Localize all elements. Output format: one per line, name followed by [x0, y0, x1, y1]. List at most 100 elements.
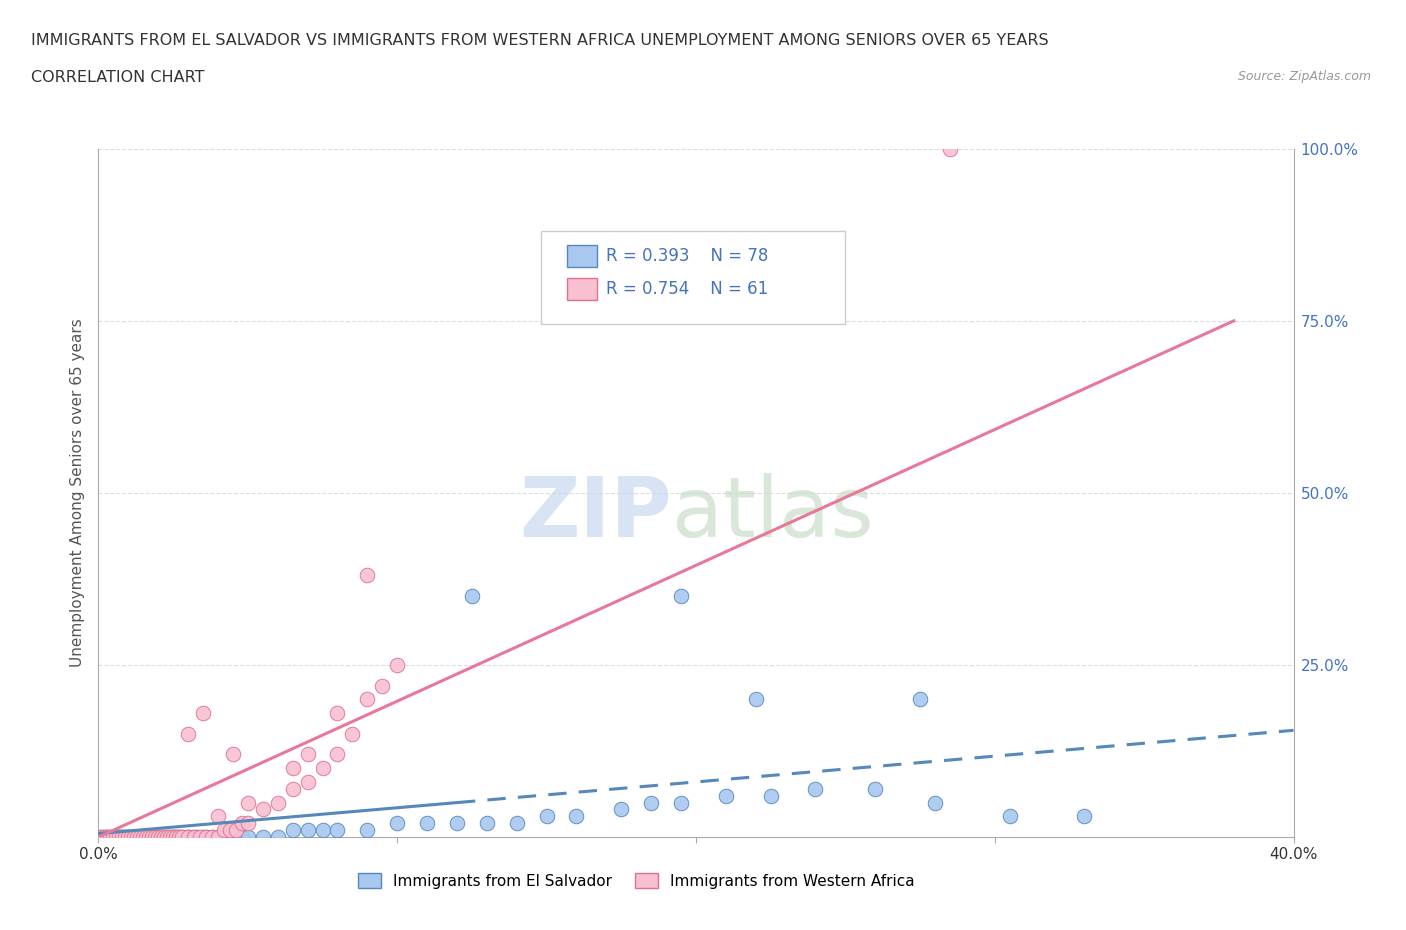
- Point: [195, 830, 218, 844]
- Text: ZIP: ZIP: [520, 473, 672, 554]
- Point: [120, 830, 142, 844]
- Point: [219, 823, 242, 838]
- Point: [103, 830, 125, 844]
- Point: [108, 830, 131, 844]
- Point: [195, 830, 218, 844]
- Point: [326, 747, 349, 762]
- Point: [165, 830, 187, 844]
- Point: [108, 830, 131, 844]
- Point: [111, 830, 134, 844]
- Point: [506, 816, 529, 830]
- Point: [745, 692, 768, 707]
- Point: [162, 830, 184, 844]
- Point: [148, 830, 170, 844]
- Point: [150, 830, 173, 844]
- Point: [236, 795, 259, 810]
- Point: [236, 830, 259, 844]
- Point: [281, 781, 304, 796]
- Point: [90, 830, 112, 844]
- Point: [267, 830, 290, 844]
- Point: [117, 830, 139, 844]
- Point: [998, 809, 1021, 824]
- Point: [222, 830, 245, 844]
- Point: [105, 830, 128, 844]
- Point: [267, 795, 290, 810]
- Text: Source: ZipAtlas.com: Source: ZipAtlas.com: [1237, 70, 1371, 83]
- Point: [132, 830, 155, 844]
- Point: [222, 747, 245, 762]
- Point: [103, 830, 125, 844]
- Point: [281, 823, 304, 838]
- Point: [159, 830, 181, 844]
- Point: [153, 830, 176, 844]
- Point: [385, 658, 409, 672]
- Text: CORRELATION CHART: CORRELATION CHART: [31, 70, 204, 85]
- Point: [159, 830, 181, 844]
- Text: atlas: atlas: [672, 473, 873, 554]
- Point: [475, 816, 498, 830]
- Point: [446, 816, 468, 830]
- Point: [127, 830, 149, 844]
- Point: [135, 830, 157, 844]
- Point: [165, 830, 187, 844]
- Point: [297, 775, 319, 790]
- Point: [143, 830, 166, 844]
- Point: [148, 830, 170, 844]
- Point: [669, 795, 692, 810]
- Point: [385, 816, 409, 830]
- Point: [156, 830, 179, 844]
- Point: [141, 830, 163, 844]
- Text: IMMIGRANTS FROM EL SALVADOR VS IMMIGRANTS FROM WESTERN AFRICA UNEMPLOYMENT AMONG: IMMIGRANTS FROM EL SALVADOR VS IMMIGRANT…: [31, 33, 1049, 47]
- Point: [231, 830, 253, 844]
- Legend: Immigrants from El Salvador, Immigrants from Western Africa: Immigrants from El Salvador, Immigrants …: [352, 867, 921, 895]
- Point: [117, 830, 139, 844]
- Point: [186, 830, 208, 844]
- Point: [212, 823, 235, 838]
- FancyBboxPatch shape: [541, 232, 845, 325]
- Point: [132, 830, 155, 844]
- Point: [252, 830, 274, 844]
- Point: [120, 830, 142, 844]
- Point: [924, 795, 946, 810]
- Point: [105, 830, 128, 844]
- Point: [610, 802, 633, 817]
- Point: [103, 830, 125, 844]
- Point: [177, 726, 200, 741]
- Point: [135, 830, 157, 844]
- Point: [90, 830, 112, 844]
- Point: [219, 830, 242, 844]
- Point: [183, 830, 205, 844]
- Point: [326, 706, 349, 721]
- Point: [93, 830, 115, 844]
- Point: [105, 830, 128, 844]
- Point: [117, 830, 139, 844]
- Point: [759, 789, 782, 804]
- Point: [207, 809, 229, 824]
- Point: [138, 830, 160, 844]
- Point: [236, 816, 259, 830]
- Y-axis label: Unemployment Among Seniors over 65 years: Unemployment Among Seniors over 65 years: [69, 319, 84, 668]
- Point: [183, 830, 205, 844]
- Point: [143, 830, 166, 844]
- Point: [114, 830, 136, 844]
- Point: [124, 830, 146, 844]
- Point: [111, 830, 134, 844]
- Point: [201, 830, 224, 844]
- Point: [162, 830, 184, 844]
- Point: [311, 761, 333, 776]
- Point: [371, 678, 394, 693]
- Point: [326, 823, 349, 838]
- Point: [207, 830, 229, 844]
- Point: [714, 789, 737, 804]
- Point: [191, 830, 214, 844]
- Point: [565, 809, 588, 824]
- Point: [804, 781, 827, 796]
- Point: [156, 830, 179, 844]
- Point: [191, 706, 214, 721]
- Point: [96, 830, 118, 844]
- Point: [297, 823, 319, 838]
- Point: [311, 823, 333, 838]
- Point: [141, 830, 163, 844]
- Point: [865, 781, 887, 796]
- Text: R = 0.393    N = 78: R = 0.393 N = 78: [606, 247, 769, 265]
